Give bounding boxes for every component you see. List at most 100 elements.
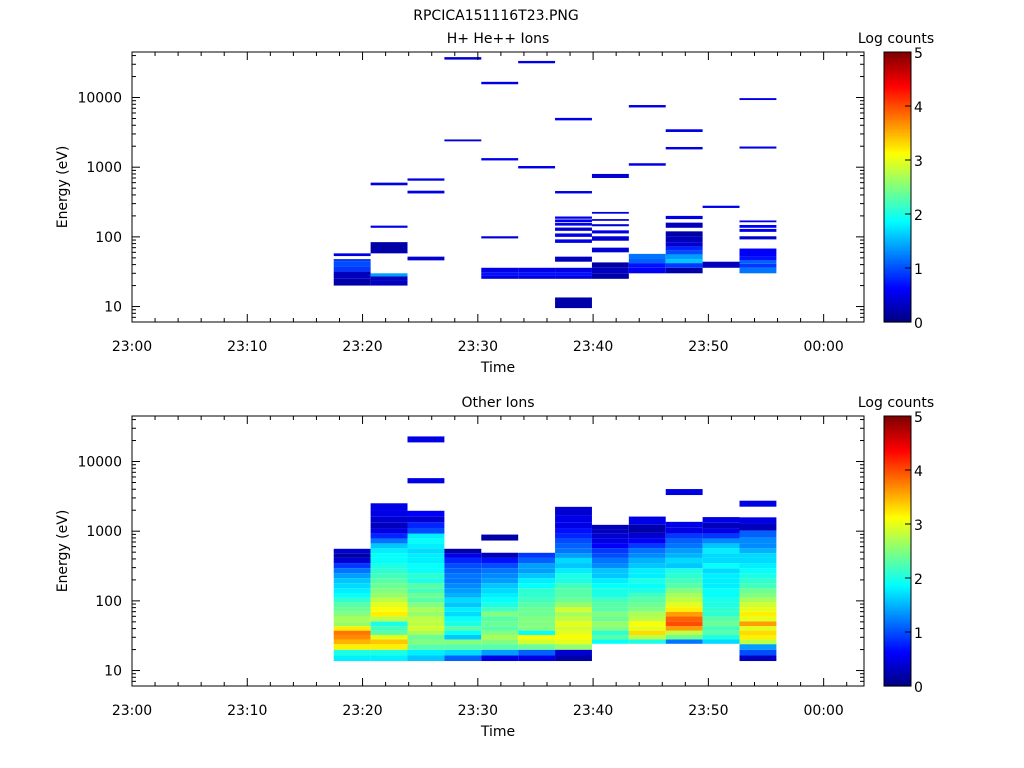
heatmap-cell [739, 548, 777, 554]
heatmap-cell [444, 634, 482, 640]
heatmap-cell [407, 593, 445, 598]
colorbar-swatch [884, 61, 911, 64]
colorbar-swatch [884, 465, 911, 469]
y-axis-label: Energy (eV) [55, 146, 71, 229]
colorbar-swatch [884, 160, 911, 163]
heatmap-cell [370, 626, 408, 631]
colorbar-swatch [884, 83, 911, 87]
colorbar-swatch [884, 670, 911, 674]
heatmap-cell [444, 616, 482, 622]
colorbar-swatch [884, 508, 911, 512]
heatmap-cell [481, 158, 519, 161]
colorbar-swatch [884, 470, 911, 473]
heatmap-cell [370, 611, 408, 617]
colorbar-swatch [884, 537, 911, 541]
heatmap-cell [665, 621, 703, 627]
heatmap-cell [628, 630, 666, 635]
heatmap-cell [555, 239, 592, 243]
heatmap-cell [591, 607, 629, 612]
colorbar-swatch [884, 301, 911, 305]
colorbar-tick-label: 1 [914, 626, 923, 642]
heatmap-cell [702, 634, 740, 640]
heatmap-cell [518, 607, 556, 612]
heatmap-cell [702, 621, 740, 627]
heatmap-cell [333, 616, 371, 622]
heatmap-cell [665, 597, 703, 603]
heatmap-cell [481, 611, 519, 617]
heatmap-cell [591, 588, 629, 594]
colorbar-swatch [884, 166, 911, 170]
colorbar-swatch [884, 625, 911, 629]
heatmap-cell [702, 583, 740, 589]
colorbar-swatch [884, 416, 911, 419]
heatmap-cell [739, 228, 777, 232]
heatmap-cell [444, 568, 482, 574]
colorbar-swatch [884, 299, 911, 303]
y-tick-label: 10 [104, 300, 122, 316]
heatmap-cell [444, 621, 482, 627]
colorbar-label: Log counts [858, 31, 934, 47]
colorbar-swatch [884, 483, 911, 487]
colorbar-swatch [884, 560, 911, 563]
heatmap-cell [407, 626, 445, 631]
heatmap-cell [628, 538, 666, 544]
colorbar-swatch [884, 153, 911, 157]
heatmap-cell [555, 557, 592, 564]
heatmap-cell [555, 533, 592, 539]
colorbar-swatch [884, 659, 911, 662]
heatmap-cell [407, 553, 445, 558]
heatmap-cell [481, 583, 519, 589]
heatmap-cell [407, 510, 445, 517]
colorbar-swatch [884, 81, 911, 85]
colorbar-swatch [884, 485, 911, 489]
heatmap-cell [702, 563, 740, 569]
heatmap-cell [407, 639, 445, 645]
colorbar-swatch [884, 602, 911, 606]
heatmap-cell [628, 543, 666, 549]
heatmap-cell [333, 639, 371, 645]
heatmap-cell [444, 588, 482, 594]
heatmap-cell [407, 597, 445, 603]
colorbar-swatch [884, 292, 911, 296]
heatmap-cell [702, 578, 740, 584]
heatmap-cell [407, 588, 445, 594]
heatmap-cell [370, 568, 408, 574]
colorbar-swatch [884, 214, 911, 217]
heatmap-cell [370, 630, 408, 635]
figure-title: RPCICA151116T23.PNG [413, 8, 578, 24]
heatmap-cell [481, 630, 519, 635]
heatmap-cell [555, 506, 592, 516]
colorbar-swatch [884, 238, 911, 242]
heatmap-cell [407, 607, 445, 612]
heatmap-cell [665, 533, 703, 539]
heatmap-cell [407, 583, 445, 589]
heatmap-cell [444, 583, 482, 589]
colorbar-swatch [884, 521, 911, 525]
y-tick-label: 1000 [86, 524, 122, 540]
colorbar-swatch [884, 598, 911, 602]
heatmap-cell [481, 634, 519, 640]
heatmap-cell [665, 634, 703, 640]
colorbar-swatch [884, 315, 911, 319]
heatmap-cell [555, 227, 592, 231]
heatmap-cell [628, 639, 666, 644]
colorbar-swatch [884, 519, 911, 523]
heatmap-cell [739, 634, 777, 640]
colorbar-tick-label: 0 [914, 680, 923, 696]
colorbar-swatch [884, 142, 911, 145]
heatmap-cell [407, 630, 445, 635]
colorbar-swatch [884, 108, 911, 112]
heatmap-cell [628, 253, 666, 259]
heatmap-cell [407, 644, 445, 650]
heatmap-cell [555, 568, 592, 574]
colorbar-swatch [884, 124, 911, 127]
heatmap-cell [591, 230, 629, 234]
heatmap-cell [665, 263, 703, 268]
colorbar-swatch [884, 546, 911, 550]
colorbar-swatch [884, 207, 911, 211]
heatmap-cell [702, 261, 740, 268]
heatmap-cell [702, 538, 740, 544]
heatmap-cell [739, 523, 777, 531]
heatmap-cell [333, 578, 371, 584]
colorbar-swatch [884, 198, 911, 202]
